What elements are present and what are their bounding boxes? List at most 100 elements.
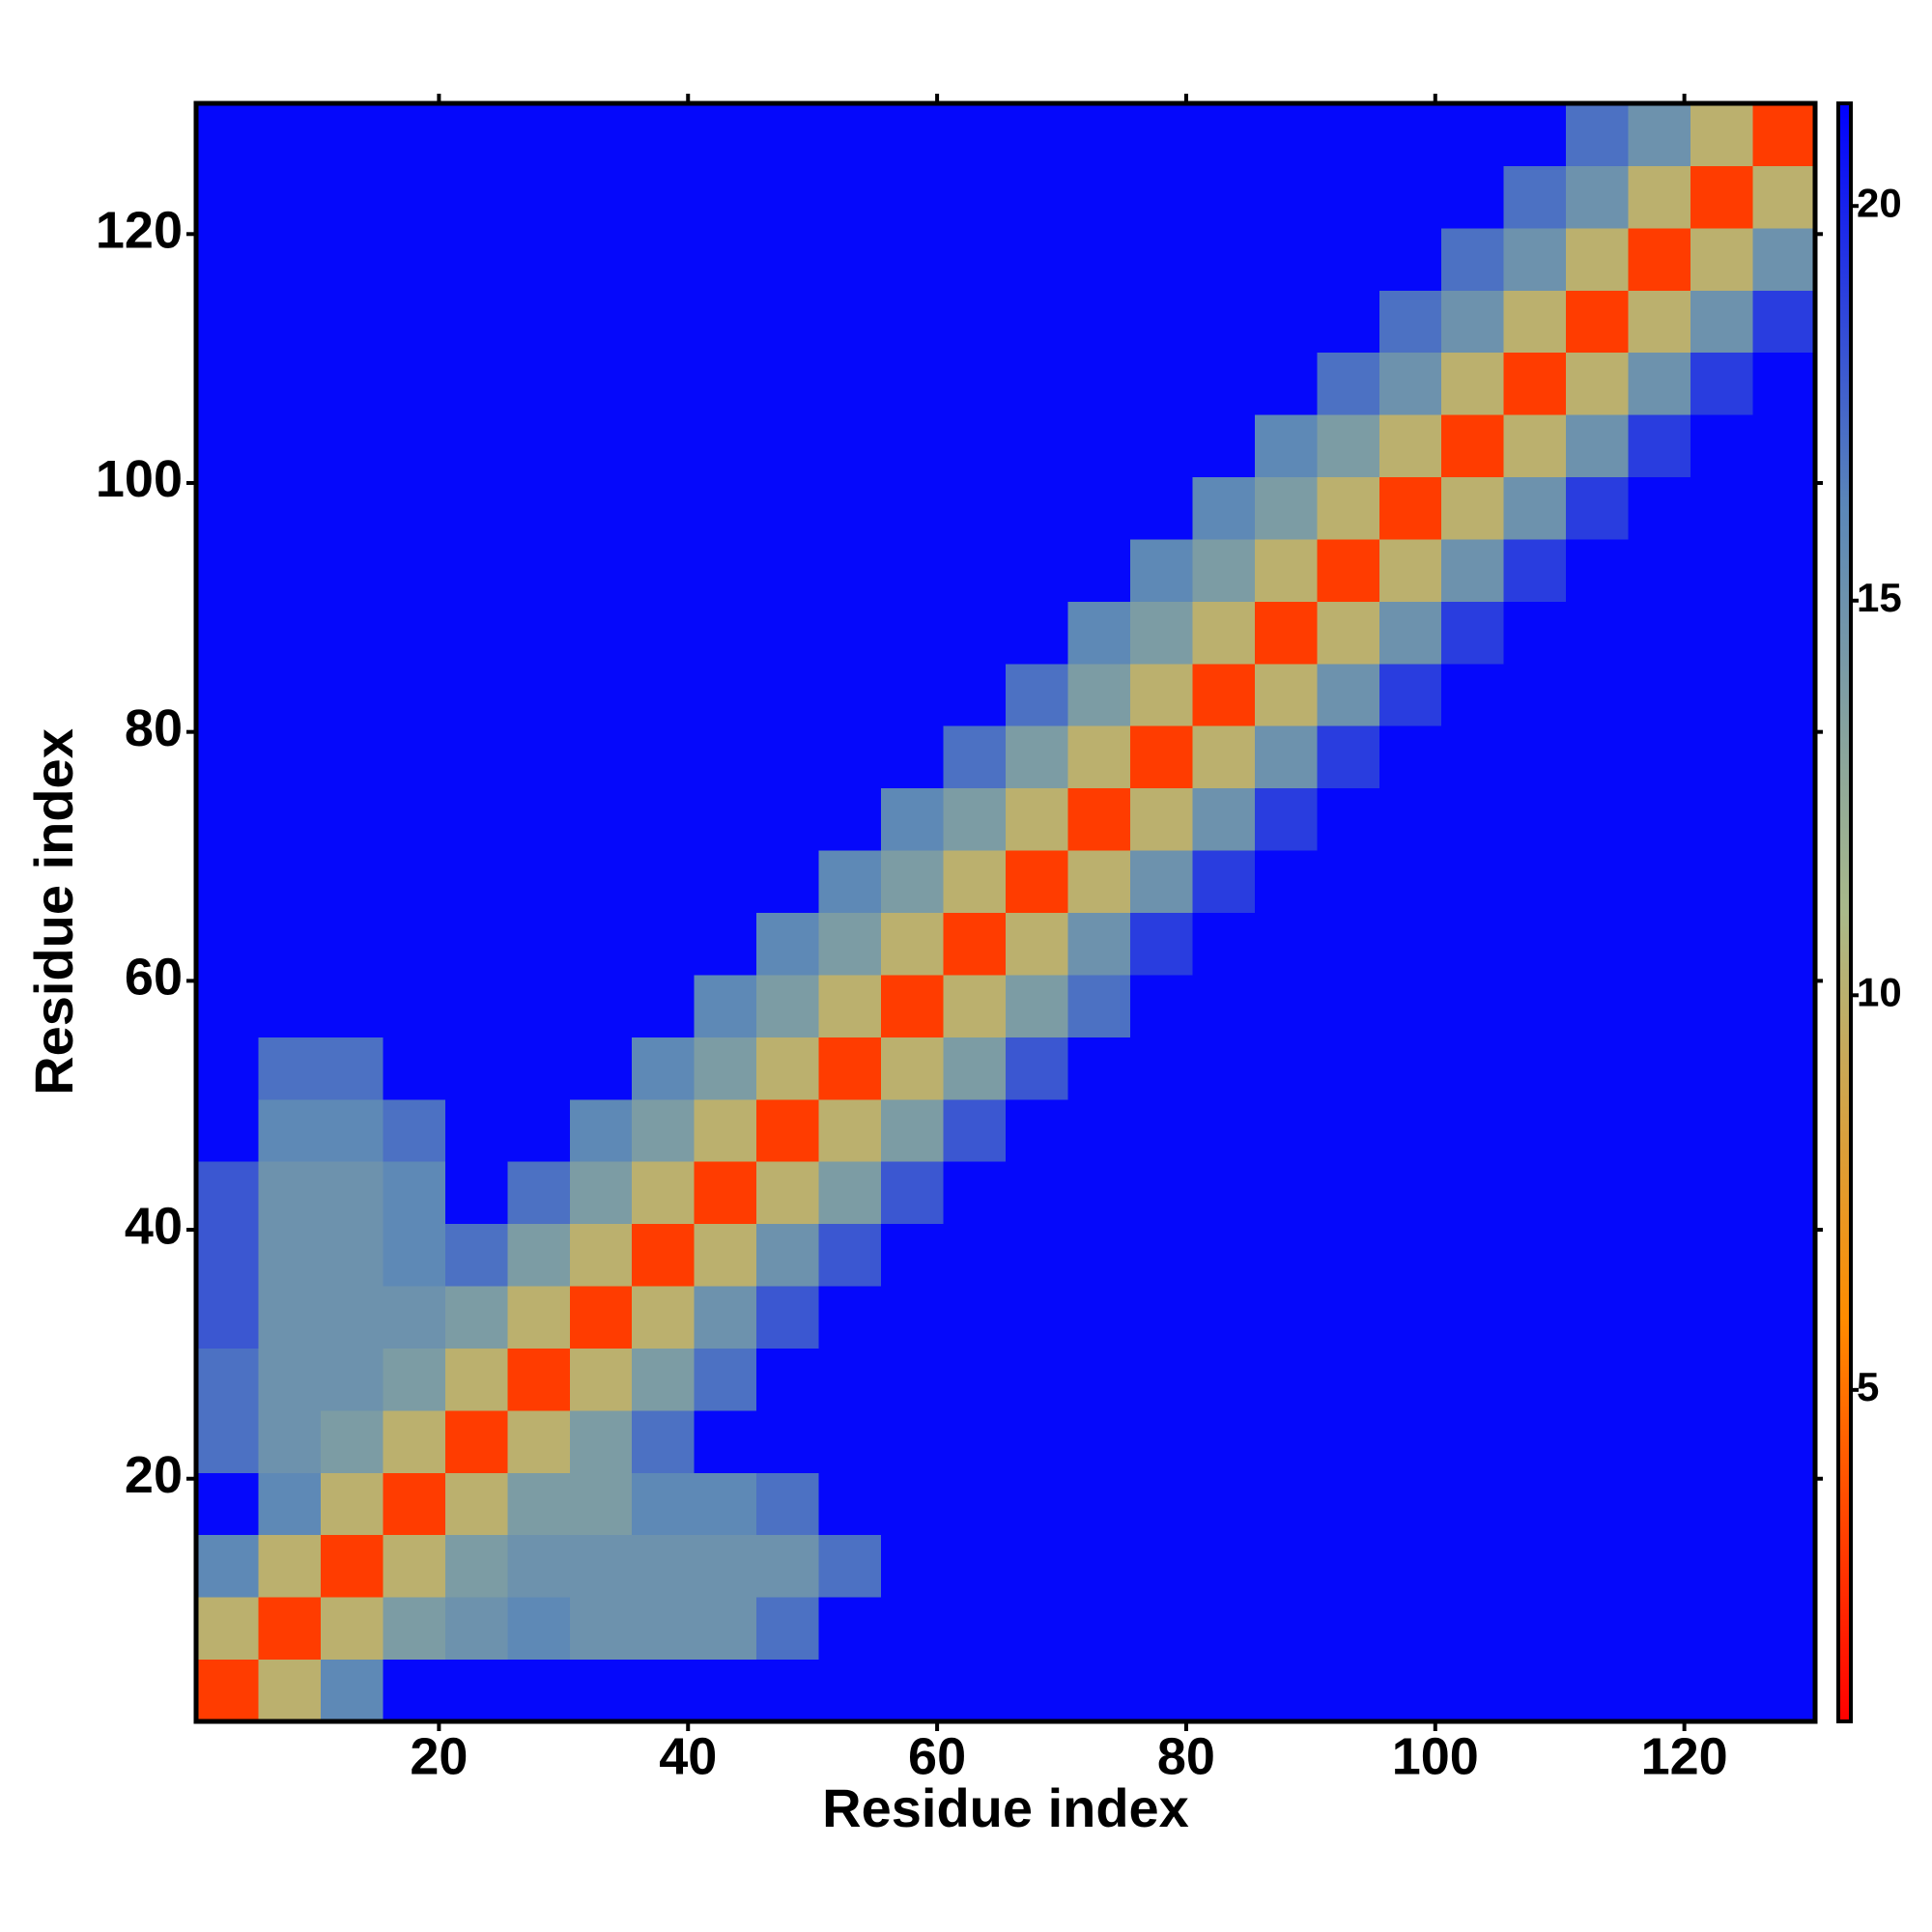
cell (383, 1534, 446, 1598)
cell (1067, 601, 1131, 665)
cell (1254, 227, 1318, 291)
cell (1441, 912, 1505, 976)
cell (1752, 1348, 1816, 1411)
cell (818, 1534, 882, 1598)
cell (943, 1161, 1007, 1225)
cell (444, 1534, 508, 1598)
y-tick-label: 60 (125, 949, 183, 1007)
cell (1752, 663, 1816, 726)
cell (1503, 787, 1567, 851)
cell (1317, 1286, 1380, 1349)
cell (1006, 787, 1068, 851)
cell (1441, 601, 1505, 665)
cell (756, 663, 820, 726)
cell (1129, 103, 1193, 166)
cell (320, 1472, 384, 1536)
cell (196, 912, 259, 976)
cell (569, 227, 633, 291)
cell (1690, 1286, 1754, 1349)
cell (1129, 601, 1193, 665)
cell (1566, 1348, 1630, 1411)
cell (383, 1161, 446, 1225)
cell (1006, 1597, 1068, 1661)
cell (444, 1286, 508, 1349)
cell (1129, 663, 1193, 726)
cell (881, 165, 945, 229)
cell (756, 1348, 820, 1411)
cell (258, 601, 322, 665)
cell (383, 538, 446, 602)
cell (1067, 1534, 1131, 1598)
cell (383, 850, 446, 913)
cell (444, 1597, 508, 1661)
cell (1566, 974, 1630, 1037)
cell (320, 1597, 384, 1661)
cell (1628, 974, 1691, 1037)
cell (756, 1472, 820, 1536)
cell (320, 352, 384, 415)
cell (1566, 165, 1630, 229)
cell (383, 1597, 446, 1661)
cell (881, 787, 945, 851)
cell (258, 974, 322, 1037)
cell (1378, 414, 1442, 478)
cell (632, 974, 696, 1037)
cell (881, 227, 945, 291)
cell (1317, 1098, 1380, 1162)
x-tick-label: 120 (1641, 1727, 1728, 1785)
cell (196, 1348, 259, 1411)
cell (881, 1534, 945, 1598)
cell (383, 1659, 446, 1722)
cell (1628, 538, 1691, 602)
cell (881, 290, 945, 354)
cell (1067, 912, 1131, 976)
cell (1067, 1348, 1131, 1411)
cell (1503, 227, 1567, 291)
cell (1441, 1098, 1505, 1162)
cell (1129, 1286, 1193, 1349)
cell (1752, 1098, 1816, 1162)
cell (507, 538, 571, 602)
cell (1566, 414, 1630, 478)
cell (1566, 1472, 1630, 1536)
cell (196, 1037, 259, 1100)
cell (1317, 1037, 1380, 1100)
cell (1317, 1161, 1380, 1225)
cell (258, 725, 322, 789)
cell (632, 538, 696, 602)
cell (756, 1286, 820, 1349)
cell (320, 1348, 384, 1411)
cell (1503, 103, 1567, 166)
cell (383, 165, 446, 229)
cell (881, 414, 945, 478)
cell (1254, 1409, 1318, 1473)
cell (1752, 414, 1816, 478)
cell (694, 1037, 757, 1100)
cell (818, 1597, 882, 1661)
cell (694, 103, 757, 166)
cell (881, 538, 945, 602)
cell (1503, 1472, 1567, 1536)
cell (1192, 1037, 1256, 1100)
cell (444, 165, 508, 229)
cell (196, 165, 259, 229)
cell (1566, 1534, 1630, 1598)
cell (1441, 1409, 1505, 1473)
cell (756, 974, 820, 1037)
cell (694, 1286, 757, 1349)
cell (196, 103, 259, 166)
cell (881, 1098, 945, 1162)
cell (943, 227, 1007, 291)
cell (694, 476, 757, 540)
cell (1503, 165, 1567, 229)
cell (444, 352, 508, 415)
cell (1503, 1348, 1567, 1411)
x-axis-title: Residue index (822, 1777, 1189, 1838)
cell (1441, 165, 1505, 229)
cell (507, 103, 571, 166)
cell (818, 787, 882, 851)
cell (1378, 663, 1442, 726)
cell (1317, 165, 1380, 229)
cell (1378, 1037, 1442, 1100)
cell (1503, 1409, 1567, 1473)
